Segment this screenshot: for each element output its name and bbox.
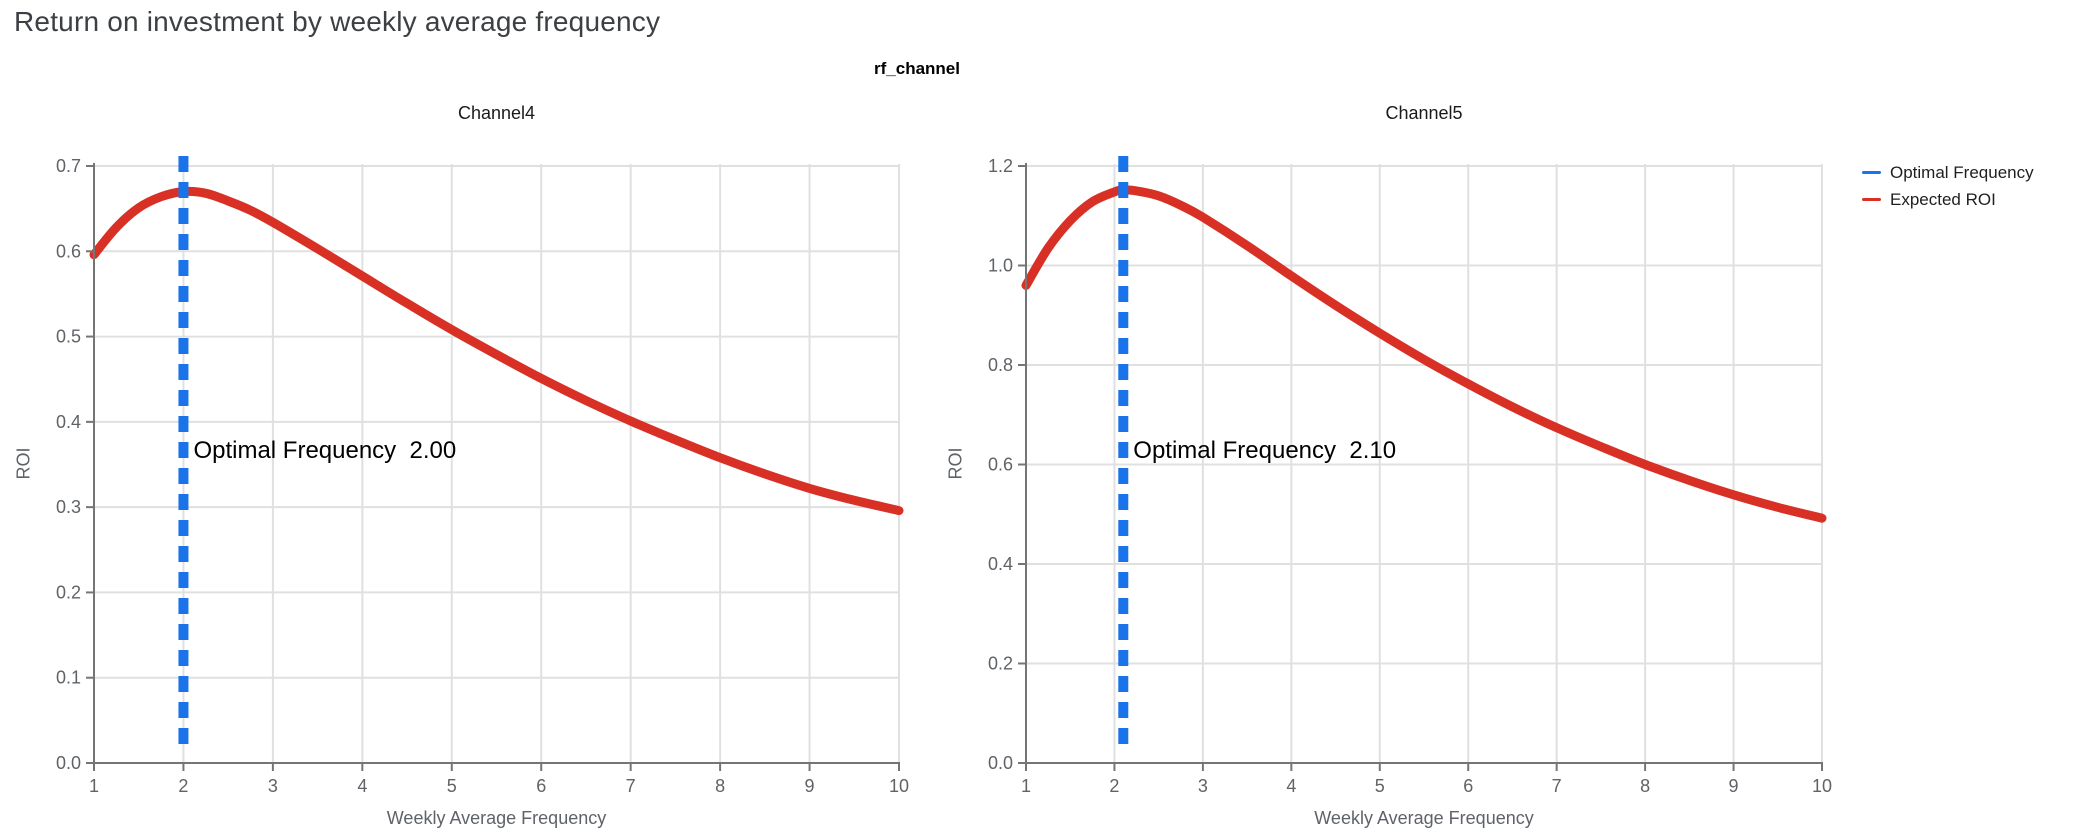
y-tick-label: 0.5	[56, 327, 81, 347]
x-tick-label: 7	[626, 776, 636, 796]
y-tick-label: 0.4	[988, 554, 1013, 574]
x-tick-label: 8	[715, 776, 725, 796]
x-tick-label: 5	[447, 776, 457, 796]
x-tick-label: 8	[1640, 776, 1650, 796]
facet-variable-title: rf_channel	[874, 59, 960, 78]
y-tick-label: 0.8	[988, 355, 1013, 375]
legend-item-expected-roi: Expected ROI	[1862, 189, 2034, 210]
x-tick-label: 1	[1021, 776, 1031, 796]
legend-label: Expected ROI	[1890, 189, 1996, 209]
y-tick-label: 1.2	[988, 156, 1013, 176]
optimal-frequency-annotation-channel5: Optimal Frequency 2.10	[1133, 437, 1397, 464]
panel-title-channel5: Channel5	[1385, 103, 1463, 123]
x-tick-label: 10	[889, 776, 909, 796]
x-tick-label: 7	[1552, 776, 1562, 796]
x-axis-title-left: Weekly Average Frequency	[386, 808, 607, 828]
optimal-frequency-line-swatch	[1862, 171, 1881, 174]
x-tick-label: 3	[268, 776, 278, 796]
y-tick-label: 0.6	[988, 455, 1013, 475]
y-tick-label: 0.6	[56, 241, 81, 261]
y-tick-label: 1.0	[988, 256, 1013, 276]
x-tick-label: 6	[1463, 776, 1473, 796]
y-axis-title-right: ROI	[945, 447, 966, 480]
x-tick-label: 10	[1812, 776, 1832, 796]
x-tick-label: 9	[1729, 776, 1739, 796]
x-tick-label: 3	[1198, 776, 1208, 796]
x-axis-title-right: Weekly Average Frequency	[1314, 808, 1534, 828]
expected-roi-curve	[1021, 185, 1827, 523]
y-tick-label: 0.3	[56, 497, 81, 517]
y-axis-title-left: ROI	[13, 447, 34, 480]
y-tick-label: 0.1	[56, 668, 81, 688]
y-tick-label: 0.2	[988, 654, 1013, 674]
x-tick-label: 1	[89, 776, 99, 796]
legend-item-optimal-frequency: Optimal Frequency	[1862, 162, 2034, 183]
optimal-frequency-annotation-channel4: Optimal Frequency 2.00	[193, 437, 457, 464]
legend-label: Optimal Frequency	[1890, 162, 2034, 182]
x-tick-label: 2	[178, 776, 188, 796]
legend: Optimal Frequency Expected ROI	[1862, 162, 2034, 216]
page-title: Return on investment by weekly average f…	[14, 6, 661, 37]
y-tick-label: 0.4	[56, 412, 81, 432]
x-tick-label: 4	[357, 776, 367, 796]
y-tick-label: 0.0	[988, 753, 1013, 773]
x-tick-label: 2	[1109, 776, 1119, 796]
x-tick-label: 4	[1286, 776, 1296, 796]
y-tick-label: 0.0	[56, 753, 81, 773]
x-tick-label: 6	[536, 776, 546, 796]
expected-roi-curve	[89, 186, 904, 516]
x-tick-label: 5	[1375, 776, 1385, 796]
y-tick-label: 0.7	[56, 156, 81, 176]
expected-roi-line-swatch	[1862, 198, 1881, 201]
panel-title-channel4: Channel4	[457, 103, 536, 123]
y-tick-label: 0.2	[56, 582, 81, 602]
x-tick-label: 9	[805, 776, 815, 796]
